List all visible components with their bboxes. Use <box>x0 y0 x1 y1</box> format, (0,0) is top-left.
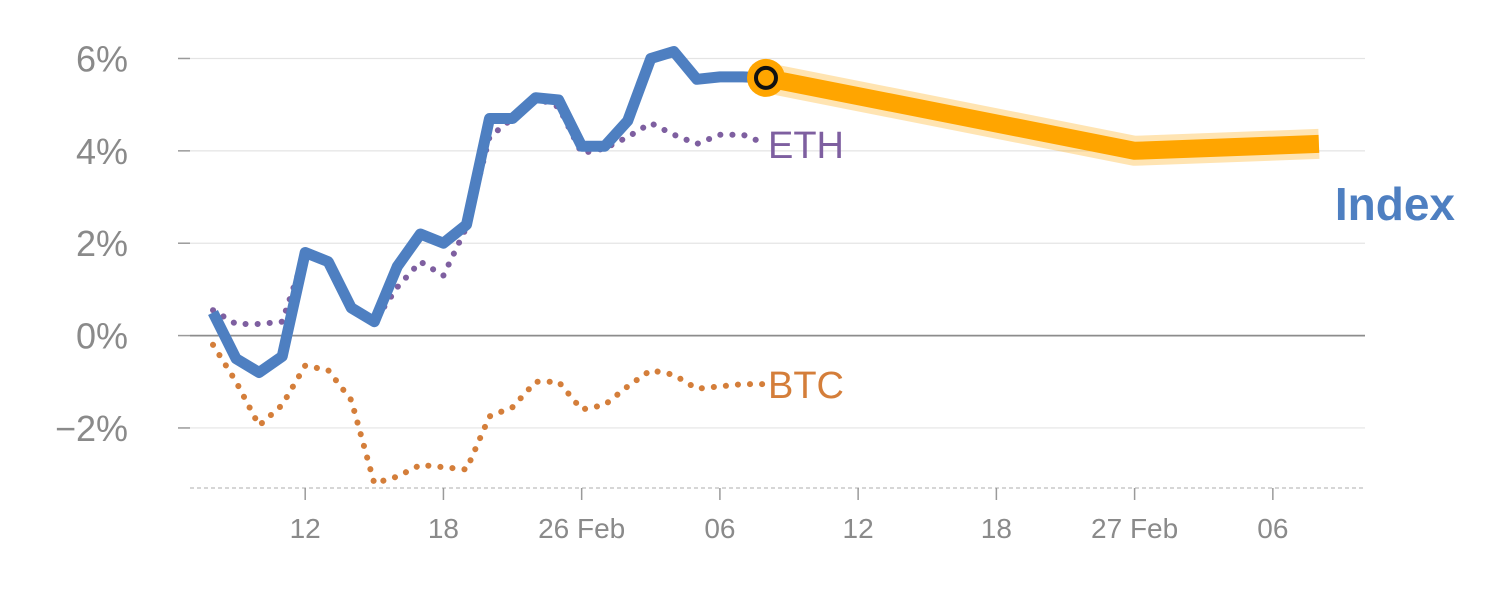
series-labels: ETH BTC Index <box>768 125 1455 407</box>
x-tick-label: 26 Feb <box>538 513 625 544</box>
current-value-marker-ring <box>753 65 778 90</box>
y-tick-label: −2% <box>55 408 128 449</box>
index-projection-line <box>764 69 1320 160</box>
y-tick-label: 2% <box>76 223 128 264</box>
y-axis: 6% 4% 2% 0% −2% <box>55 38 190 449</box>
series-lines <box>208 46 1320 487</box>
btc-label: BTC <box>768 365 844 407</box>
grid-lines <box>190 57 1365 429</box>
y-tick-label: 4% <box>76 131 128 172</box>
x-tick-label: 12 <box>290 513 321 544</box>
index-line <box>208 46 767 378</box>
x-tick-label: 06 <box>1257 513 1288 544</box>
btc-line <box>210 341 769 487</box>
index-label: Index <box>1335 178 1456 230</box>
eth-label: ETH <box>768 125 844 167</box>
x-tick-label: 27 Feb <box>1091 513 1178 544</box>
x-tick-label: 18 <box>981 513 1012 544</box>
x-axis: 12 18 26 Feb 06 12 18 27 Feb 06 <box>190 487 1365 544</box>
x-tick-label: 18 <box>428 513 459 544</box>
y-tick-label: 6% <box>76 38 128 79</box>
x-tick-label: 12 <box>843 513 874 544</box>
y-tick-label: 0% <box>76 316 128 357</box>
x-tick-label: 06 <box>704 513 735 544</box>
